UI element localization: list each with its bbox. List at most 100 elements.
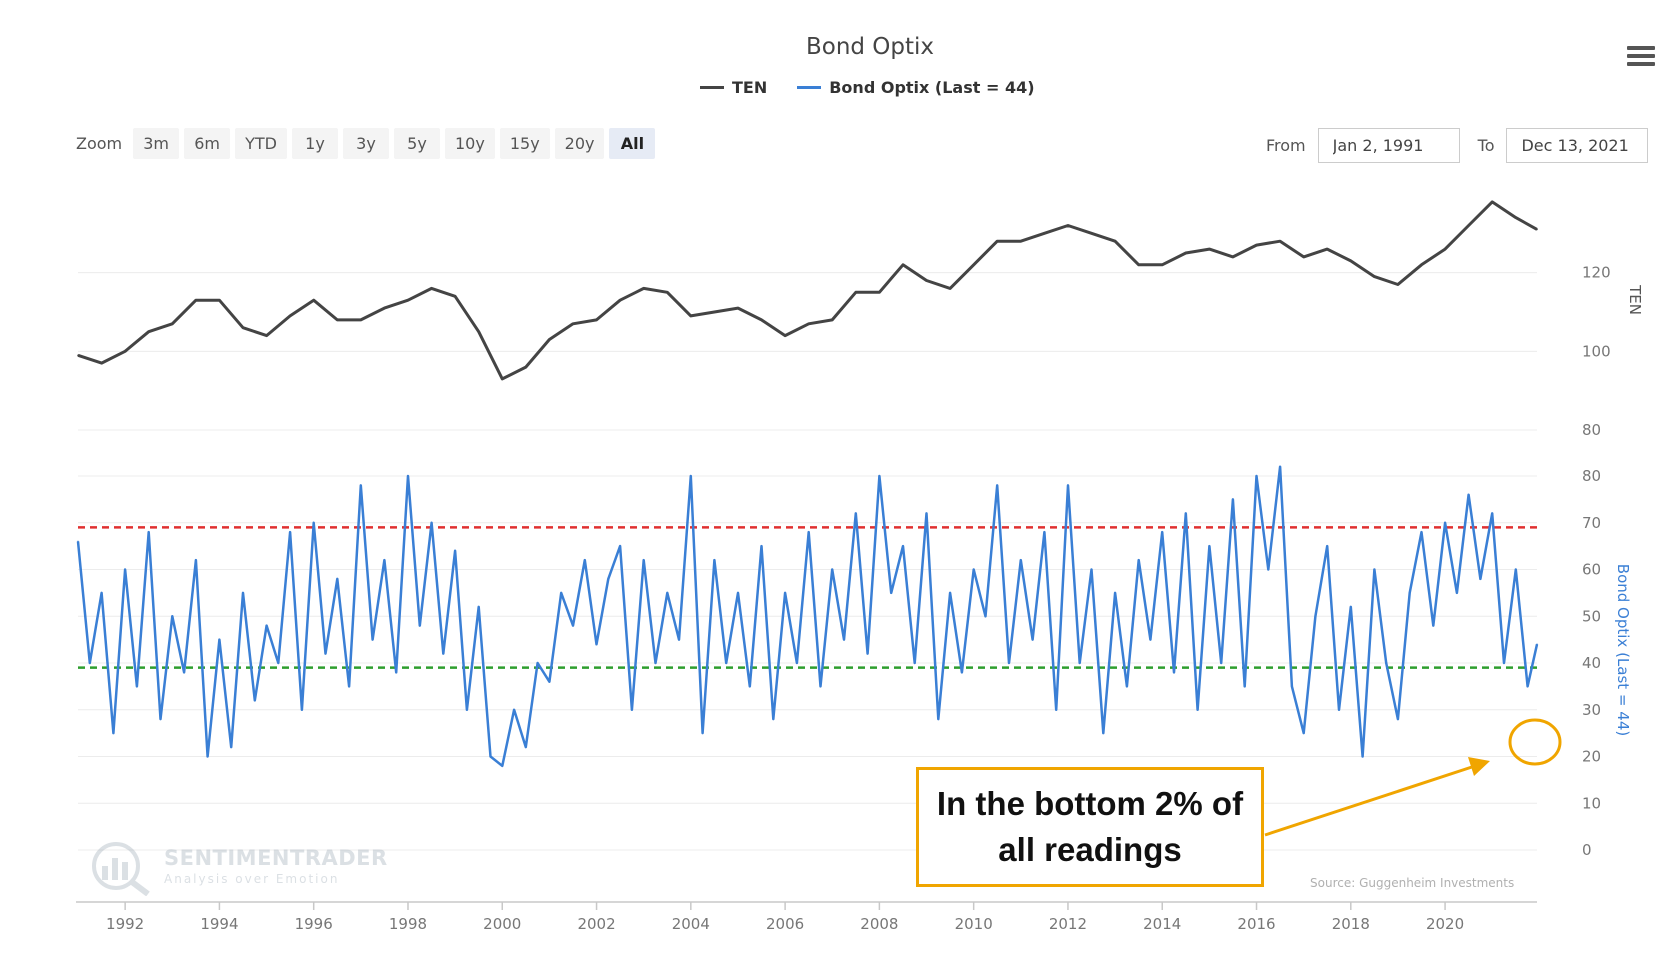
- y-tick-label: 100: [1582, 342, 1611, 360]
- zoom-button-3m[interactable]: 3m: [133, 128, 180, 159]
- data-point: [183, 671, 185, 674]
- y-tick-label: 80: [1582, 421, 1601, 439]
- zoom-button-3y[interactable]: 3y: [343, 128, 389, 159]
- data-point: [501, 378, 504, 380]
- data-point: [265, 624, 268, 627]
- annotation-callout-text: In the bottom 2% of all readings: [936, 785, 1244, 868]
- data-point: [1302, 732, 1305, 734]
- data-point: [819, 685, 822, 688]
- data-point: [1008, 662, 1010, 664]
- zoom-button-all[interactable]: All: [609, 128, 656, 159]
- y-axis-ticks: 80 100 120 0 10 20 30 40 50 60 70 80: [1582, 264, 1611, 859]
- data-point: [1514, 568, 1517, 571]
- x-tick-label: 2000: [483, 915, 521, 933]
- data-point: [324, 652, 327, 655]
- data-point: [713, 559, 716, 561]
- data-point: [1444, 521, 1446, 524]
- ten-axis-label: TEN: [1626, 284, 1644, 315]
- from-date-input[interactable]: [1317, 128, 1460, 163]
- bond-optix-axis-label: Bond Optix (Last = 44): [1614, 564, 1632, 736]
- hamburger-menu-icon[interactable]: [1627, 46, 1655, 68]
- y-tick-label: 20: [1582, 748, 1601, 766]
- data-point: [1067, 224, 1069, 227]
- data-point: [1267, 568, 1270, 571]
- data-point: [595, 643, 598, 646]
- data-point: [1326, 545, 1329, 547]
- to-date-input[interactable]: [1506, 128, 1649, 163]
- data-point: [513, 708, 515, 711]
- x-tick-label: 1998: [389, 915, 427, 933]
- data-point: [383, 307, 386, 309]
- zoom-button-20y[interactable]: 20y: [554, 128, 605, 159]
- data-point: [171, 615, 174, 618]
- data-point: [713, 311, 716, 313]
- data-point: [1420, 264, 1423, 266]
- data-point: [996, 240, 999, 242]
- data-point: [477, 606, 480, 608]
- sentimentrader-watermark: SENTIMENTRADER Analysis over Emotion: [86, 840, 388, 897]
- y-tick-label: 80: [1582, 467, 1601, 485]
- data-point: [772, 718, 775, 720]
- legend-label-bond-optix: Bond Optix (Last = 44): [829, 78, 1035, 97]
- data-point: [1090, 232, 1093, 235]
- data-point: [961, 671, 963, 674]
- x-tick-label: 2016: [1237, 915, 1275, 933]
- data-point: [1279, 240, 1281, 242]
- data-point: [619, 299, 621, 302]
- data-point: [855, 291, 857, 294]
- data-point: [1279, 465, 1281, 468]
- y-tick-label: 50: [1582, 607, 1601, 625]
- legend-swatch-bond-optix: [797, 86, 822, 89]
- data-point: [407, 475, 409, 477]
- data-point: [642, 287, 645, 290]
- data-point: [348, 685, 350, 688]
- y-tick-label: 70: [1582, 514, 1601, 532]
- annotation-callout: In the bottom 2% of all readings: [916, 767, 1264, 887]
- data-point: [418, 624, 421, 627]
- data-point: [430, 287, 433, 290]
- data-point: [100, 592, 103, 594]
- x-tick-label: 2006: [766, 915, 804, 933]
- reference-lines: [78, 526, 1537, 669]
- data-point: [206, 755, 209, 758]
- data-point: [583, 559, 586, 561]
- data-point: [949, 592, 951, 594]
- watermark-title: SENTIMENTRADER: [164, 846, 388, 870]
- data-point: [890, 592, 892, 594]
- data-point: [572, 323, 574, 325]
- legend-item-ten[interactable]: TEN: [700, 78, 767, 97]
- data-point: [760, 545, 763, 547]
- to-label: To: [1477, 136, 1495, 155]
- y-tick-label: 30: [1582, 701, 1601, 719]
- data-point: [301, 708, 303, 711]
- zoom-button-ytd[interactable]: YTD: [235, 128, 287, 159]
- zoom-button-10y[interactable]: 10y: [445, 128, 495, 159]
- data-point: [112, 732, 115, 734]
- data-point: [902, 545, 904, 547]
- data-point: [1349, 606, 1352, 608]
- zoom-button-6m[interactable]: 6m: [184, 128, 231, 159]
- data-point: [725, 662, 727, 664]
- data-point: [1397, 283, 1399, 286]
- legend-item-bond-optix[interactable]: Bond Optix (Last = 44): [797, 78, 1035, 97]
- zoom-button-5y[interactable]: 5y: [394, 128, 440, 159]
- zoom-button-15y[interactable]: 15y: [499, 128, 550, 159]
- data-point: [1043, 531, 1046, 533]
- data-point: [937, 718, 940, 720]
- data-point: [360, 484, 362, 487]
- data-point: [548, 338, 551, 341]
- data-point: [1467, 224, 1470, 227]
- data-point: [536, 662, 539, 664]
- data-point: [454, 550, 456, 552]
- data-point: [784, 592, 786, 594]
- data-point: [748, 685, 751, 688]
- data-point: [678, 638, 680, 641]
- zoom-button-1y[interactable]: 1y: [292, 128, 338, 159]
- x-tick-label: 2012: [1049, 915, 1087, 933]
- data-point: [1326, 248, 1329, 250]
- data-point: [1149, 638, 1152, 641]
- data-point: [666, 291, 669, 294]
- data-point: [124, 350, 126, 353]
- annotation-arrow: [1264, 757, 1490, 837]
